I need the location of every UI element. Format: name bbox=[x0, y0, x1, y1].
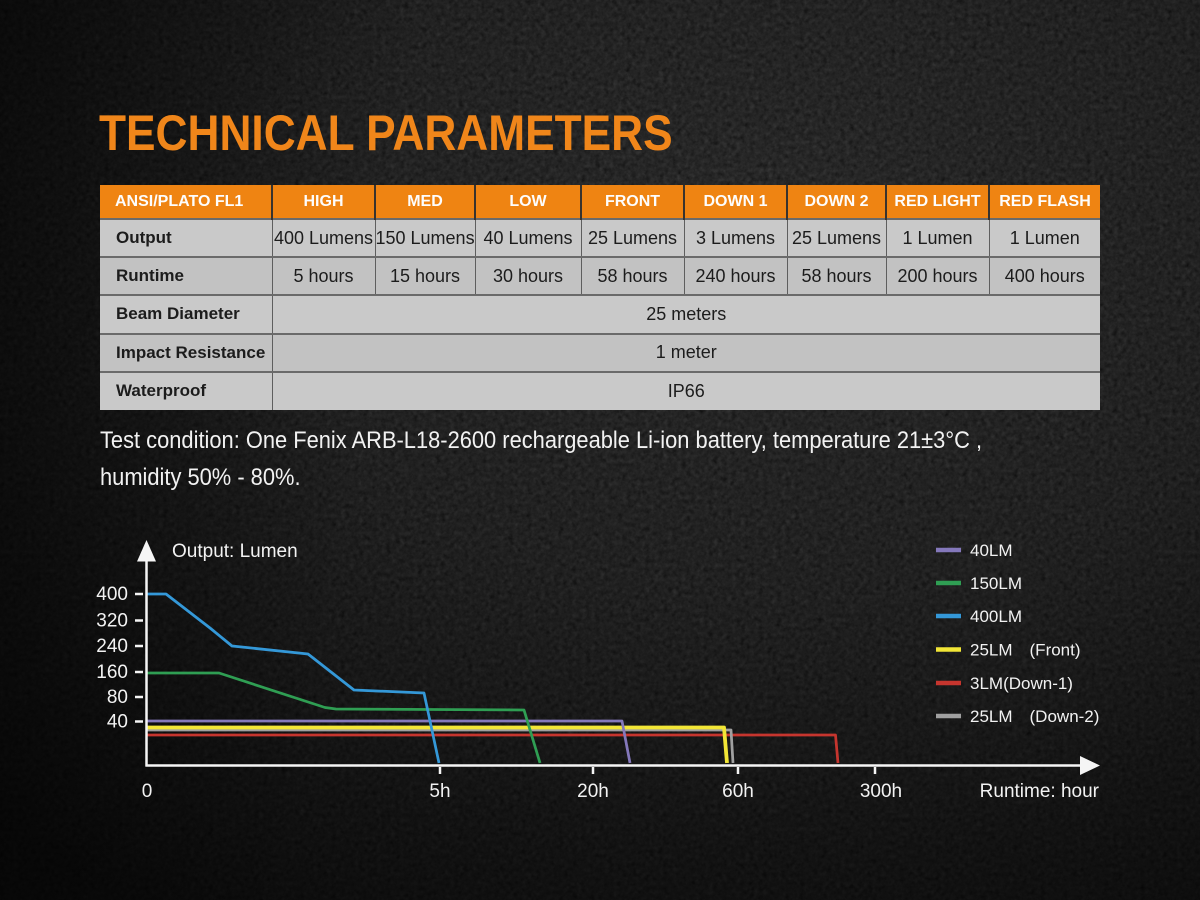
svg-text:240: 240 bbox=[96, 636, 128, 657]
svg-text:20h: 20h bbox=[577, 781, 609, 802]
svg-text:Output: Lumen: Output: Lumen bbox=[172, 541, 298, 562]
svg-text:150LM: 150LM bbox=[970, 574, 1022, 593]
svg-text:40: 40 bbox=[107, 712, 128, 733]
svg-text:400LM: 400LM bbox=[970, 607, 1022, 626]
svg-text:3LM(Down-1): 3LM(Down-1) bbox=[970, 674, 1073, 693]
svg-text:320: 320 bbox=[96, 611, 128, 632]
svg-text:25LM (Down-2): 25LM (Down-2) bbox=[970, 707, 1099, 726]
svg-text:0: 0 bbox=[142, 781, 153, 802]
svg-text:60h: 60h bbox=[722, 781, 754, 802]
svg-text:160: 160 bbox=[96, 662, 128, 683]
svg-text:25LM (Front): 25LM (Front) bbox=[970, 641, 1081, 660]
svg-text:80: 80 bbox=[107, 687, 128, 708]
svg-text:5h: 5h bbox=[429, 781, 450, 802]
svg-text:Runtime: hour: Runtime: hour bbox=[980, 781, 1100, 802]
svg-text:40LM: 40LM bbox=[970, 541, 1013, 560]
svg-text:300h: 300h bbox=[860, 781, 902, 802]
svg-text:400: 400 bbox=[96, 584, 128, 605]
